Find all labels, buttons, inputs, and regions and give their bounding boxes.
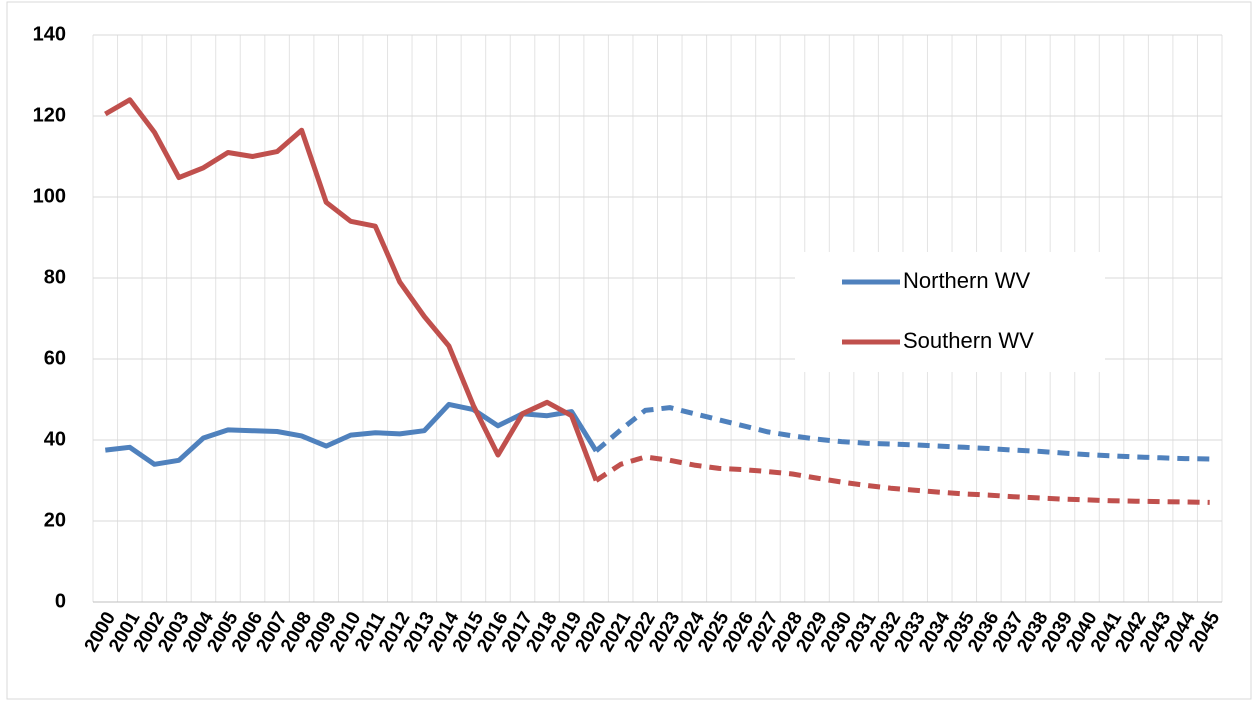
legend-label: Northern WV	[903, 268, 1030, 293]
projection-line	[594, 454, 1210, 505]
y-tick-label: 120	[33, 104, 66, 126]
y-tick-label: 20	[44, 509, 66, 531]
y-tick-label: 100	[33, 185, 66, 207]
series-line	[105, 401, 599, 467]
y-tick-label: 0	[55, 590, 66, 612]
y-tick-label: 60	[44, 347, 66, 369]
legend-label: Southern WV	[903, 328, 1034, 353]
y-tick-label: 140	[33, 23, 66, 45]
y-tick-label: 80	[44, 266, 66, 288]
y-tick-label: 40	[44, 428, 66, 450]
legend-box	[795, 252, 1105, 372]
series-line	[104, 97, 599, 482]
projection-line	[594, 405, 1210, 462]
